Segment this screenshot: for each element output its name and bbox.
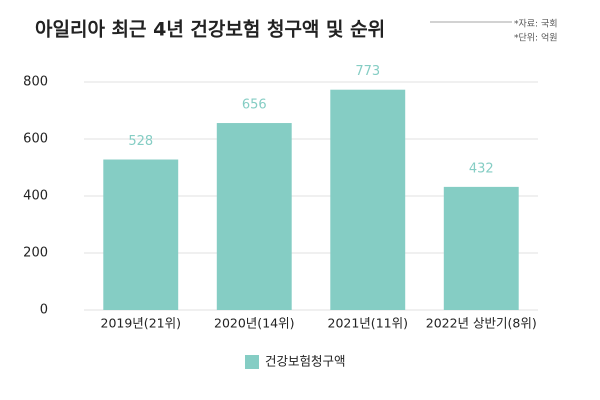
y-tick-label: 600 (23, 132, 48, 147)
bar (443, 186, 519, 310)
note: *자료: 국회 (514, 19, 558, 30)
x-tick-label: 2020년(14위) (214, 316, 294, 331)
bar (330, 89, 406, 310)
value-label: 656 (242, 98, 267, 113)
y-tick-label: 0 (40, 303, 48, 318)
x-tick-label: 2019년(21위) (101, 316, 181, 331)
bar (103, 159, 179, 310)
x-tick-label: 2022년 상반기(8위) (426, 316, 537, 331)
value-label: 432 (469, 161, 494, 176)
note: *단위: 억원 (514, 32, 558, 44)
value-label: 773 (355, 64, 380, 79)
bar (216, 123, 292, 310)
legend-label: 건강보험청구액 (265, 354, 346, 369)
y-tick-label: 800 (23, 75, 48, 90)
x-tick-label: 2021년(11위) (328, 316, 408, 331)
y-tick-label: 200 (23, 246, 48, 261)
value-label: 528 (128, 134, 153, 149)
chart-title: 아일리아 최근 4년 건강보험 청구액 및 순위 (35, 19, 385, 41)
legend-swatch (245, 355, 259, 369)
y-tick-label: 400 (23, 189, 48, 204)
